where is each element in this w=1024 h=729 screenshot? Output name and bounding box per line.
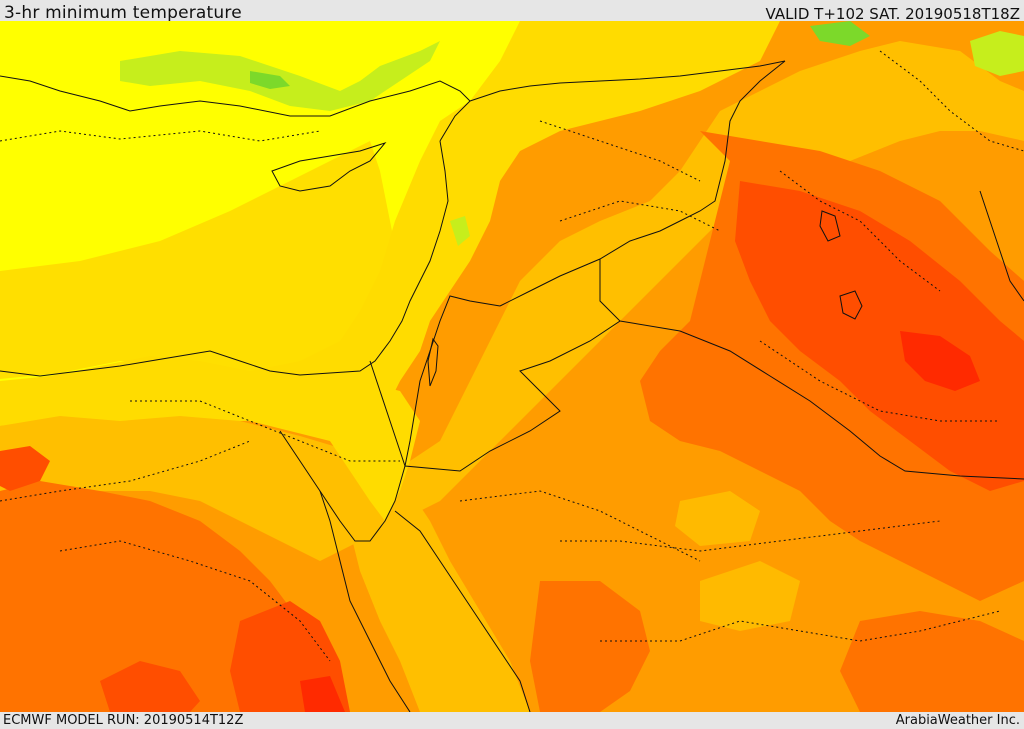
coast-dead-sea bbox=[427, 337, 439, 387]
border-iraq-saudi bbox=[619, 320, 1024, 480]
province-lines bbox=[0, 50, 1024, 662]
field-light-orange-saudi-patch-2 bbox=[675, 491, 760, 546]
temperature-map bbox=[0, 21, 1024, 712]
field-mediterranean-yellow-orange bbox=[0, 141, 400, 379]
province-line-2 bbox=[539, 120, 701, 182]
field-dark-orange-saudi bbox=[530, 581, 650, 712]
coast-turkey bbox=[0, 75, 471, 142]
coast-red-sea bbox=[319, 490, 411, 712]
coast-cyprus bbox=[271, 142, 387, 192]
field-sinai-yellow bbox=[330, 381, 420, 521]
province-line-10 bbox=[600, 610, 1001, 642]
province-line-11 bbox=[759, 340, 1000, 422]
border-egypt-israel bbox=[369, 360, 406, 467]
field-green-northeast bbox=[970, 31, 1024, 76]
model-run-label: ECMWF MODEL RUN: 20190514T12Z bbox=[3, 713, 244, 728]
coast-gulf-suez bbox=[279, 430, 406, 542]
field-redsea-light-orange bbox=[290, 451, 530, 712]
valid-time-label: VALID T+102 SAT. 20190518T18Z bbox=[765, 5, 1020, 23]
field-red-egypt-core bbox=[300, 676, 345, 712]
credit-label: ArabiaWeather Inc. bbox=[895, 713, 1020, 728]
province-line-6 bbox=[0, 440, 251, 502]
province-line-7 bbox=[59, 540, 331, 662]
lake-razzaza bbox=[839, 290, 863, 320]
field-green-lebanon bbox=[450, 216, 470, 246]
province-line-8 bbox=[459, 490, 701, 562]
temperature-map-svg bbox=[0, 21, 1024, 712]
province-line-9 bbox=[560, 520, 941, 552]
field-green-turkey-core bbox=[250, 71, 290, 89]
border-syria-turkey bbox=[469, 60, 786, 102]
map-title: 3-hr minimum temperature bbox=[4, 3, 242, 23]
field-red-orange-sw bbox=[100, 661, 200, 712]
field-red-orange-east bbox=[735, 181, 1024, 491]
border-jordan bbox=[404, 259, 621, 472]
province-line-3 bbox=[559, 200, 721, 232]
coast-levant bbox=[0, 140, 449, 377]
coast-gulf bbox=[979, 190, 1024, 302]
field-green-north bbox=[810, 21, 870, 46]
coast-red-sea-east bbox=[394, 510, 531, 712]
field-red-iraq bbox=[900, 331, 980, 391]
province-line-1 bbox=[0, 130, 321, 142]
field-red-egypt-west bbox=[0, 446, 50, 491]
province-line-5 bbox=[130, 400, 400, 462]
field-light-orange-saudi-patch bbox=[700, 561, 800, 631]
lake-tharthar bbox=[819, 210, 841, 242]
borders-and-coastlines bbox=[0, 60, 1024, 712]
